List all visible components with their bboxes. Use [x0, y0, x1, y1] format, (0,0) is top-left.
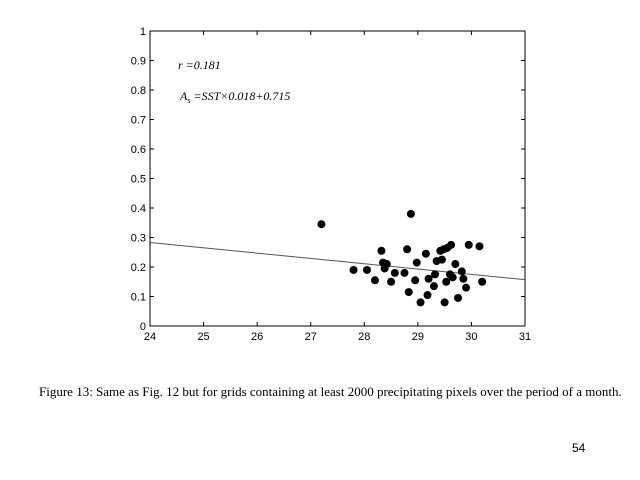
x-tick-label: 26 [251, 331, 263, 343]
y-tick-label: 0.9 [131, 56, 146, 68]
x-tick-label: 25 [197, 331, 209, 343]
page-number: 54 [572, 441, 586, 455]
data-point [406, 209, 415, 218]
y-tick-label: 1 [140, 26, 146, 38]
data-point [382, 260, 391, 269]
data-point [412, 258, 421, 267]
data-point [362, 265, 371, 274]
y-tick-labels: 0 0.1 0.2 0.3 0.4 0.5 0.6 0.7 0.8 0.9 1 [131, 26, 146, 333]
data-point [462, 283, 471, 292]
x-tick-label: 31 [519, 331, 531, 343]
data-point [371, 276, 379, 285]
data-point [421, 249, 430, 258]
equation-rhs: =SST×0.018+0.715 [190, 89, 290, 103]
data-point [416, 298, 425, 307]
data-point [457, 267, 466, 276]
r-value-annotation: r =0.181 [178, 58, 221, 72]
plot-frame [149, 30, 526, 327]
y-tick-label: 0.1 [131, 292, 146, 304]
data-point [451, 260, 460, 269]
y-tick-label: 0.4 [131, 203, 146, 215]
x-tick-label: 24 [144, 331, 156, 343]
data-point [377, 246, 386, 255]
data-point [448, 273, 457, 282]
data-points [317, 209, 487, 307]
x-tick-label: 27 [305, 331, 317, 343]
data-point [349, 265, 358, 274]
y-tick-label: 0.2 [131, 262, 146, 274]
data-point [437, 255, 446, 264]
data-point [411, 276, 420, 285]
x-tick-label: 28 [358, 331, 370, 343]
data-point [464, 240, 473, 249]
data-point [404, 288, 413, 297]
y-tick-label: 0.7 [131, 115, 146, 127]
data-point [317, 220, 326, 229]
y-tick-label: 0.3 [131, 233, 146, 245]
scatter-chart: 24 25 26 27 28 29 30 31 00.10.20.30.40.50.60.70… [131, 26, 531, 343]
data-point [454, 293, 463, 302]
data-point [423, 291, 432, 300]
data-point [424, 274, 433, 283]
regression-equation-annotation: As =SST×0.018+0.715 [179, 89, 290, 105]
y-tick-label: 0 [140, 321, 146, 333]
equation-lhs: A [179, 89, 188, 103]
data-point [387, 277, 396, 286]
figure-caption: Figure 13: Same as Fig. 12 but for grids… [39, 384, 622, 399]
data-point [442, 277, 451, 286]
r-value-text: r =0.181 [178, 58, 221, 72]
data-point [447, 240, 456, 249]
data-point [431, 270, 439, 279]
data-point [400, 268, 409, 277]
x-tick-labels: 24 25 26 27 28 29 30 31 [144, 331, 531, 343]
data-point [429, 282, 438, 291]
data-point [403, 245, 412, 254]
x-tick-label: 30 [465, 331, 477, 343]
y-tick-label: 0.6 [131, 144, 146, 156]
data-point [475, 242, 484, 251]
data-point [440, 298, 449, 307]
equation-subscript: s [187, 96, 190, 105]
data-point [390, 268, 399, 277]
y-tick-label: 0.5 [131, 174, 146, 186]
x-tick-label: 29 [412, 331, 424, 343]
y-tick-label: 0.8 [131, 85, 146, 97]
data-point [459, 274, 468, 283]
axis-ticks [149, 30, 526, 327]
data-point [478, 277, 487, 286]
